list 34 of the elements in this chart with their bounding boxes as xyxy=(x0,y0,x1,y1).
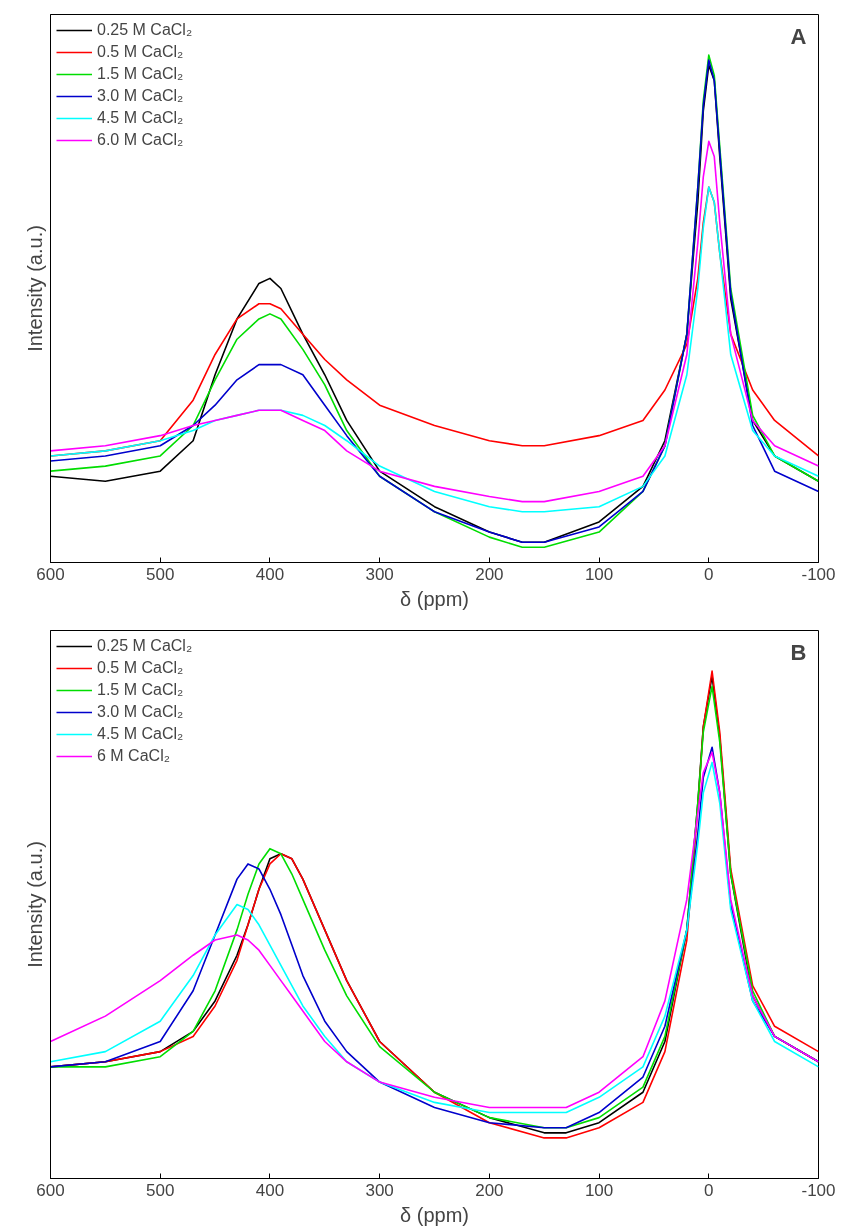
legend-label: 3.0 M CaCl₂ xyxy=(97,86,184,106)
legend-label: 0.5 M CaCl₂ xyxy=(97,658,184,678)
legend-label: 3.0 M CaCl₂ xyxy=(97,702,184,722)
x-tick-label: 500 xyxy=(146,1180,175,1200)
x-axis-title: δ (ppm) xyxy=(400,1203,469,1226)
legend-label: 0.25 M CaCl₂ xyxy=(97,20,193,40)
x-tick-label: 300 xyxy=(365,1180,394,1200)
x-tick-label: 0 xyxy=(704,564,714,584)
chart-title: B xyxy=(790,639,807,665)
legend-label: 0.5 M CaCl₂ xyxy=(97,42,184,62)
x-tick-label: 100 xyxy=(584,1180,614,1200)
x-tick-label: -100 xyxy=(801,1180,836,1200)
x-tick-label: 400 xyxy=(255,564,285,584)
legend-label: 1.5 M CaCl₂ xyxy=(97,64,184,84)
x-tick-label: 600 xyxy=(36,1180,65,1200)
x-tick-label: 0 xyxy=(704,1180,714,1200)
y-axis-title: Intensity (a.u.) xyxy=(23,225,46,352)
x-tick-label: 200 xyxy=(475,564,504,584)
legend-label: 6 M CaCl₂ xyxy=(97,746,170,766)
x-tick-label: 200 xyxy=(475,1180,504,1200)
chart-title: A xyxy=(790,23,807,49)
y-axis-title: Intensity (a.u.) xyxy=(23,841,46,968)
legend-label: 6.0 M CaCl₂ xyxy=(97,130,184,150)
legend-label: 4.5 M CaCl₂ xyxy=(97,724,184,744)
x-tick-label: -100 xyxy=(801,564,836,584)
legend-label: 0.25 M CaCl₂ xyxy=(97,636,193,656)
x-tick-label: 500 xyxy=(146,564,175,584)
legend-label: 1.5 M CaCl₂ xyxy=(97,680,184,700)
x-tick-label: 600 xyxy=(36,564,65,584)
legend-label: 4.5 M CaCl₂ xyxy=(97,108,184,128)
x-axis-title: δ (ppm) xyxy=(400,587,469,610)
x-tick-label: 300 xyxy=(365,564,394,584)
x-tick-label: 400 xyxy=(255,1180,285,1200)
x-tick-label: 100 xyxy=(584,564,614,584)
